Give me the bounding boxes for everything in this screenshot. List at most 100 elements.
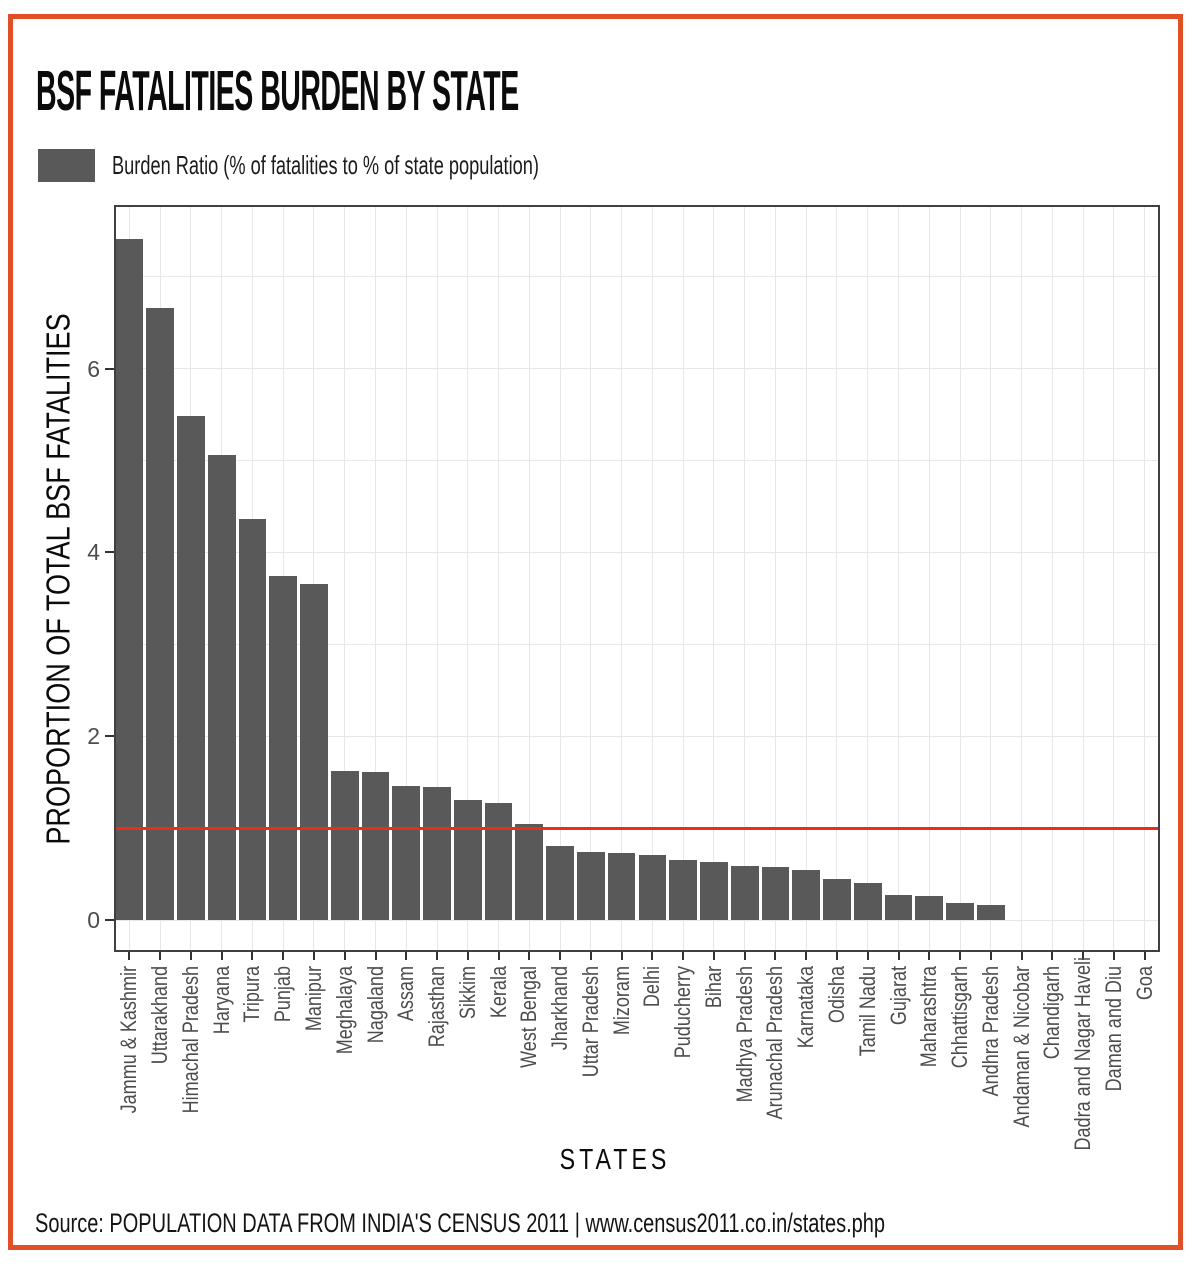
x-tick-label: Meghalaya <box>331 966 357 1055</box>
source-note: Source: POPULATION DATA FROM INDIA'S CEN… <box>35 1208 885 1238</box>
gridline-horizontal <box>114 276 1160 278</box>
y-tick-label: 0 <box>87 907 100 933</box>
x-tick-label: Goa <box>1131 966 1157 1001</box>
x-tick-mark <box>835 952 838 960</box>
x-tick-mark <box>712 952 715 960</box>
x-tick-label: Chandigarh <box>1039 966 1065 1060</box>
x-tick-mark <box>1020 952 1023 960</box>
x-tick-label: Rajasthan <box>424 966 450 1048</box>
bar <box>700 862 728 920</box>
x-tick-mark <box>1143 952 1146 960</box>
bar <box>884 895 913 920</box>
gridline-vertical <box>528 205 530 952</box>
bar <box>361 772 390 920</box>
gridline-vertical <box>928 205 930 952</box>
x-tick-label: Punjab <box>270 966 296 1023</box>
x-tick-label: Chhattisgarh <box>947 966 973 1069</box>
gridline-horizontal <box>114 735 1160 737</box>
bar <box>115 239 144 920</box>
gridline-horizontal <box>114 643 1160 645</box>
gridline-vertical <box>621 205 623 952</box>
bar <box>300 583 328 920</box>
gridline-vertical <box>836 205 838 952</box>
x-tick-mark <box>1112 952 1115 960</box>
gridline-vertical <box>1082 205 1084 952</box>
bar <box>515 824 544 920</box>
gridline-vertical <box>959 205 961 952</box>
x-tick-label: Jharkhand <box>547 966 573 1051</box>
x-tick-mark <box>251 952 254 960</box>
x-tick-mark <box>928 952 931 960</box>
x-tick-label: Himachal Pradesh <box>177 966 203 1114</box>
bar <box>238 519 267 920</box>
bar <box>823 878 851 920</box>
reference-line <box>114 826 1160 830</box>
y-tick-label: 6 <box>87 355 100 382</box>
x-tick-label: Maharashtra <box>916 966 942 1068</box>
gridline-vertical <box>744 205 746 952</box>
x-tick-mark <box>651 952 654 960</box>
x-tick-label: Jammu & Kashmir <box>116 966 142 1114</box>
x-tick-mark <box>343 952 346 960</box>
gridline-horizontal <box>114 551 1160 553</box>
y-tick-mark <box>105 919 114 921</box>
bar <box>146 307 174 920</box>
gridline-horizontal <box>114 919 1160 921</box>
gridline-vertical <box>774 205 776 952</box>
x-tick-label: Sikkim <box>454 966 480 1020</box>
x-tick-label: Uttar Pradesh <box>577 966 603 1078</box>
gridline-vertical <box>805 205 807 952</box>
gridline-vertical <box>1144 205 1146 952</box>
x-tick-mark <box>774 952 777 960</box>
x-tick-mark <box>866 952 869 960</box>
x-tick-mark <box>282 952 285 960</box>
bar <box>546 846 574 920</box>
x-tick-label: Tripura <box>239 966 265 1023</box>
gridline-vertical <box>1051 205 1053 952</box>
x-tick-label: Mizoram <box>608 966 634 1036</box>
x-tick-mark <box>374 952 377 960</box>
x-tick-mark <box>159 952 162 960</box>
bar <box>453 799 482 920</box>
x-tick-label: Dadra and Nagar Haveli <box>1070 956 1096 1151</box>
x-tick-label: Andhra Pradesh <box>977 966 1003 1097</box>
bar <box>946 902 974 920</box>
x-tick-mark <box>682 952 685 960</box>
x-tick-mark <box>128 952 131 960</box>
x-tick-mark <box>1051 952 1054 960</box>
y-tick-label: 4 <box>87 539 100 566</box>
gridline-vertical <box>467 205 469 952</box>
gridline-horizontal <box>114 368 1160 370</box>
x-tick-mark <box>559 952 562 960</box>
x-tick-mark <box>528 952 531 960</box>
x-tick-label: Arunachal Pradesh <box>762 966 788 1120</box>
x-tick-mark <box>959 952 962 960</box>
gridline-vertical <box>1021 205 1023 952</box>
x-tick-mark <box>620 952 623 960</box>
x-tick-label: Gujarat <box>885 966 911 1026</box>
x-tick-label: Daman and Diu <box>1100 966 1126 1092</box>
bar <box>915 896 944 920</box>
y-tick-mark <box>105 551 114 554</box>
x-tick-label: Bihar <box>700 966 726 1009</box>
gridline-vertical <box>898 205 899 952</box>
bar <box>669 860 697 920</box>
page-title: BSF FATALITIES BURDEN BY STATE <box>36 59 519 123</box>
x-tick-label: Tamil Nadu <box>854 966 880 1057</box>
gridline-vertical <box>867 205 869 952</box>
gridline-vertical <box>651 205 653 952</box>
x-tick-mark <box>405 952 408 960</box>
gridline-vertical <box>498 205 500 952</box>
x-tick-label: Nagaland <box>362 966 388 1044</box>
y-tick-label: 2 <box>87 723 100 750</box>
gridline-vertical <box>590 205 592 952</box>
x-tick-label: Karnataka <box>793 966 819 1049</box>
bar <box>638 854 667 920</box>
gridline-vertical <box>436 205 438 952</box>
bar <box>392 785 421 920</box>
legend-label: Burden Ratio (% of fatalities to % of st… <box>112 150 539 180</box>
bar <box>607 852 636 920</box>
x-tick-label: West Bengal <box>516 966 542 1068</box>
panel-border <box>114 205 1160 952</box>
x-tick-mark <box>220 952 223 960</box>
